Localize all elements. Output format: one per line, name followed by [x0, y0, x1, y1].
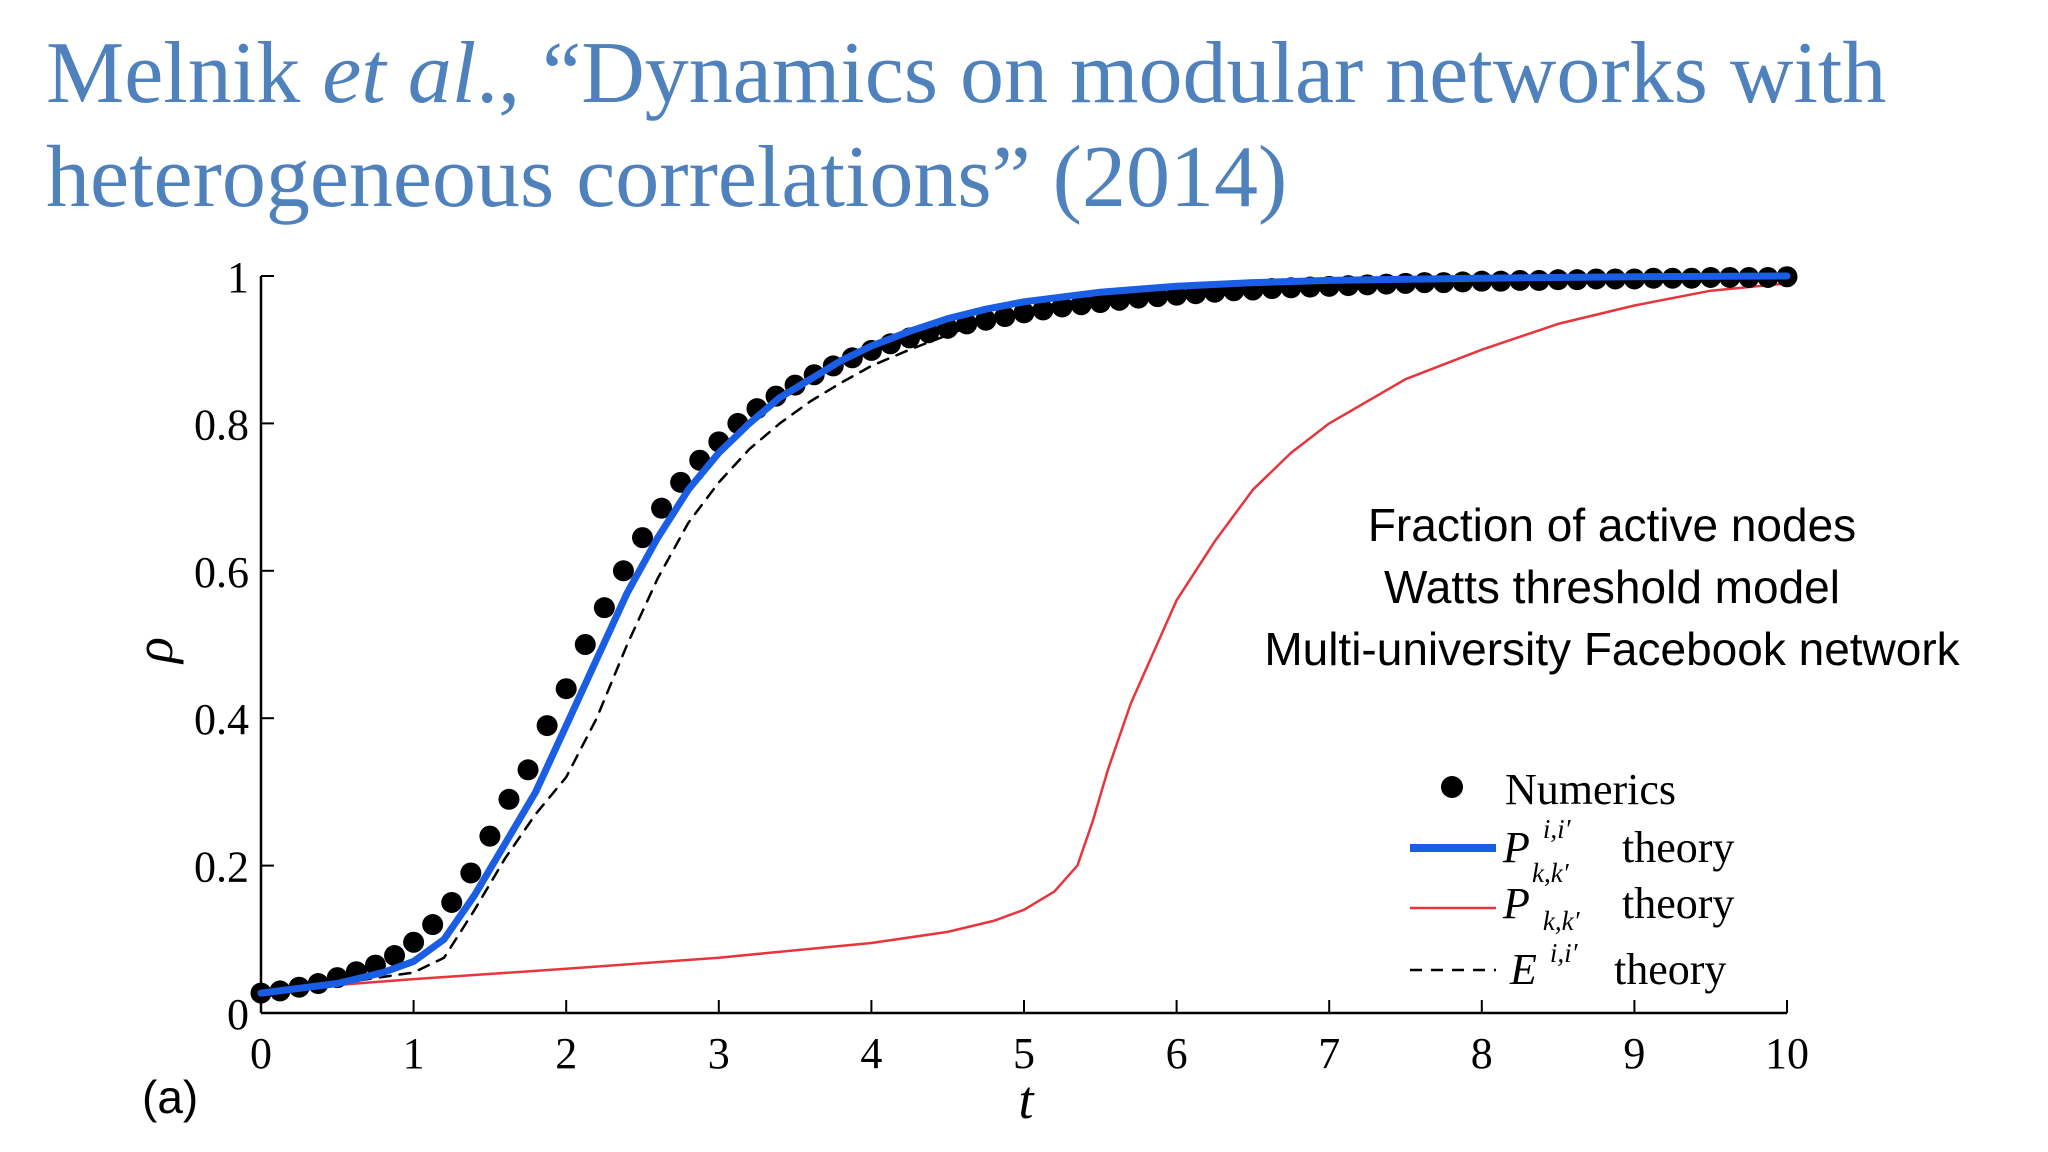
data-point-numerics [1032, 299, 1054, 321]
chart-axes: 0 1 2 3 4 5 6 7 8 9 10 0 0.2 0.4 0.6 0.8 1 [194, 253, 1809, 1078]
data-point-numerics [574, 634, 596, 655]
data-point-numerics [403, 931, 425, 953]
data-point-numerics [384, 945, 406, 967]
data-point-numerics [1051, 296, 1073, 318]
y-tick-label: 0.2 [194, 843, 249, 892]
x-tick-label: 9 [1623, 1029, 1645, 1078]
y-tick-label: 0.8 [194, 400, 249, 449]
data-point-numerics [593, 597, 615, 619]
legend-pkk-ii-theory: theory [1622, 823, 1734, 872]
x-tick-label: 5 [1013, 1029, 1035, 1078]
series-line-e-ii [259, 274, 1789, 996]
y-axis-label: ρ [124, 637, 184, 665]
y-tick-label: 0 [227, 990, 249, 1039]
data-point-numerics [479, 825, 501, 847]
legend-label-e-ii: E i,i′ theory [1509, 923, 1726, 994]
plot-area [250, 266, 1798, 1004]
legend-e-ii-theory: theory [1614, 945, 1726, 994]
data-point-numerics [1013, 302, 1035, 324]
legend-label-numerics: Numerics [1505, 765, 1676, 814]
legend-pkk-ii-subscript: k,k′ [1532, 858, 1570, 888]
y-tick-label: 0.6 [194, 548, 249, 597]
data-point-numerics [498, 788, 520, 810]
chart-legend: Numerics P i,i′ k,k′ theory P k,k′ theor… [1410, 765, 1734, 994]
x-axis-label: t [1018, 1070, 1035, 1130]
chart-annotation: Fraction of active nodes Watts threshold… [1222, 494, 2002, 680]
data-point-numerics [536, 715, 558, 737]
data-point-numerics [517, 759, 539, 781]
legend-marker-numerics [1441, 776, 1463, 798]
data-point-numerics [1108, 289, 1130, 311]
data-point-numerics [632, 527, 653, 549]
y-tick-label: 0.4 [194, 695, 249, 744]
legend-e-ii-superscript: i,i′ [1550, 938, 1579, 968]
x-tick-label: 8 [1471, 1029, 1493, 1078]
x-tick-label: 10 [1765, 1029, 1809, 1078]
data-point-numerics [1089, 292, 1111, 314]
slide-title: Melnik et al., “Dynamics on modular netw… [46, 22, 2026, 230]
data-point-numerics [555, 678, 577, 700]
x-tick-label: 1 [403, 1029, 425, 1078]
panel-label: (a) [142, 1071, 199, 1123]
data-point-numerics [1414, 272, 1436, 294]
title-line2: heterogeneous correlations” (2014) [46, 129, 1288, 226]
legend-pkk-ii-symbol: P [1502, 823, 1530, 872]
series-line-pkk-ii [257, 272, 1791, 997]
x-tick-label: 4 [860, 1029, 882, 1078]
series-line-pkk [259, 282, 1789, 993]
legend-label-pkk-ii: P i,i′ k,k′ theory [1502, 799, 1734, 892]
x-tick-label: 6 [1166, 1029, 1188, 1078]
x-tick-label: 3 [708, 1029, 730, 1078]
legend-pkk-ii-superscript: i,i′ [1543, 814, 1572, 844]
annotation-line-3: Multi-university Facebook network [1264, 623, 1960, 675]
title-author: Melnik [46, 25, 301, 122]
legend-label-pkk: P k,k′ theory [1502, 879, 1734, 940]
annotation-line-2: Watts threshold model [1384, 561, 1840, 613]
legend-e-ii-symbol: E [1509, 945, 1537, 994]
y-tick-label: 1 [227, 253, 249, 302]
data-point-numerics [422, 914, 444, 936]
data-point-numerics [651, 497, 673, 519]
data-point-numerics [612, 560, 634, 582]
title-rest-line1: ., “Dynamics on modular networks with [476, 25, 1887, 122]
annotation-line-1: Fraction of active nodes [1367, 499, 1857, 551]
legend-pkk-theory: theory [1622, 879, 1734, 928]
data-point-numerics [975, 309, 997, 331]
data-point-numerics [460, 862, 482, 884]
x-tick-label: 2 [555, 1029, 577, 1078]
legend-pkk-subscript: k,k′ [1543, 906, 1581, 936]
data-point-numerics [994, 306, 1016, 328]
data-point-numerics [1070, 294, 1092, 316]
x-tick-label: 7 [1318, 1029, 1340, 1078]
x-tick-label: 0 [250, 1029, 272, 1078]
title-etal: et al [322, 25, 477, 122]
data-point-numerics [441, 891, 463, 913]
legend-pkk-symbol: P [1502, 879, 1530, 928]
